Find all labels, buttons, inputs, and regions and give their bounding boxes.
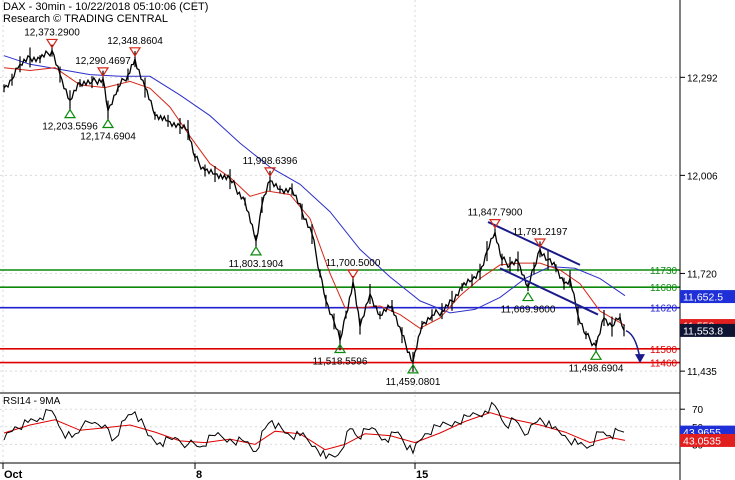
rsi-panel: RSI14 - 9MA: [3, 396, 626, 460]
pivot-high-label: 11,791.2197: [513, 227, 568, 238]
ma-slow-line: [3, 55, 626, 314]
level-label-11500: 11500: [650, 345, 678, 356]
level-label-11680: 11680: [650, 283, 678, 294]
rsi-label: RSI14 - 9MA: [3, 396, 61, 407]
rsi-tag-bg: [680, 433, 735, 447]
channel-line-2: [499, 267, 599, 316]
pivot-annotations: 12,373.2900 12,290.4697 12,348.8604 12,203.…: [24, 27, 624, 387]
pivot-high-label: 12,348.8604: [107, 36, 163, 47]
level-label-11460: 11460: [650, 359, 678, 370]
pivot-high-marker: [488, 219, 502, 229]
rsi-line: [3, 401, 625, 460]
pivot-high-label: 12,373.2900: [24, 27, 80, 38]
forecast-arrowhead: [635, 354, 645, 364]
price-tick-label: 12,006: [687, 171, 718, 182]
pivot-high-marker: [263, 167, 277, 178]
pivot-high-label: 12,290.4697: [75, 56, 131, 67]
pivot-high-marker: [346, 269, 360, 280]
pivot-low-label: 11,518.5596: [313, 356, 368, 367]
time-tick-label: Oct: [4, 469, 23, 480]
chart-subtitle: Research © TRADING CENTRAL: [3, 13, 168, 25]
pivot-high-label: 11,847.7900: [468, 208, 523, 219]
price-tag-bg: [680, 323, 735, 337]
price-tick-label: 11,435: [687, 367, 717, 378]
price-tick-label: 12,292: [687, 73, 718, 84]
pivot-high-marker: [45, 38, 59, 49]
pivot-low-label: 11,803.1904: [229, 259, 284, 270]
pivot-low-marker: [249, 245, 263, 256]
time-tick-label: 8: [196, 469, 202, 480]
pivot-high-marker: [533, 238, 547, 249]
price-tick-label: 11,720: [687, 269, 717, 280]
pivot-high-label: 11,700.5000: [326, 258, 381, 269]
price-tag: 11,652.5: [683, 292, 723, 304]
rsi-tick-label: 70: [692, 405, 704, 416]
pivot-low-marker: [101, 118, 115, 129]
pivot-low-marker: [333, 343, 347, 354]
pivot-low-label: 12,174.6904: [80, 132, 136, 143]
level-label-11730: 11730: [650, 266, 678, 277]
pivot-low-marker: [406, 363, 420, 374]
rsi-tag: 43.0535: [683, 435, 721, 447]
price-tag: 11,553.8: [683, 325, 723, 337]
price-tag-bg: [680, 290, 735, 304]
chart-title: DAX - 30min - 10/22/2018 05:10:06 (CET): [3, 1, 209, 13]
pivot-low-label: 11,669.9600: [501, 305, 556, 316]
rsi-ma-line: [3, 412, 626, 451]
channel-line-1: [487, 221, 581, 266]
grid: [0, 0, 680, 463]
pivot-low-label: 12,203.5596: [42, 122, 98, 133]
moving-averages: [3, 55, 626, 329]
pivot-high-marker: [96, 67, 110, 77]
time-tick-label: 15: [416, 469, 428, 480]
pivot-high-marker: [128, 47, 142, 57]
pivot-low-marker: [63, 108, 77, 119]
pivot-low-label: 11,498.6904: [569, 363, 624, 374]
level-label-11620: 11620: [650, 304, 678, 315]
price-series: [3, 44, 625, 372]
ma-fast-line: [3, 67, 626, 329]
pivot-low-marker: [521, 291, 535, 302]
pivot-high-label: 11,998.6396: [243, 156, 298, 167]
pivot-low-marker: [589, 350, 603, 360]
trend-channel: [487, 221, 645, 364]
pivot-low-label: 11,459.0801: [386, 377, 441, 388]
